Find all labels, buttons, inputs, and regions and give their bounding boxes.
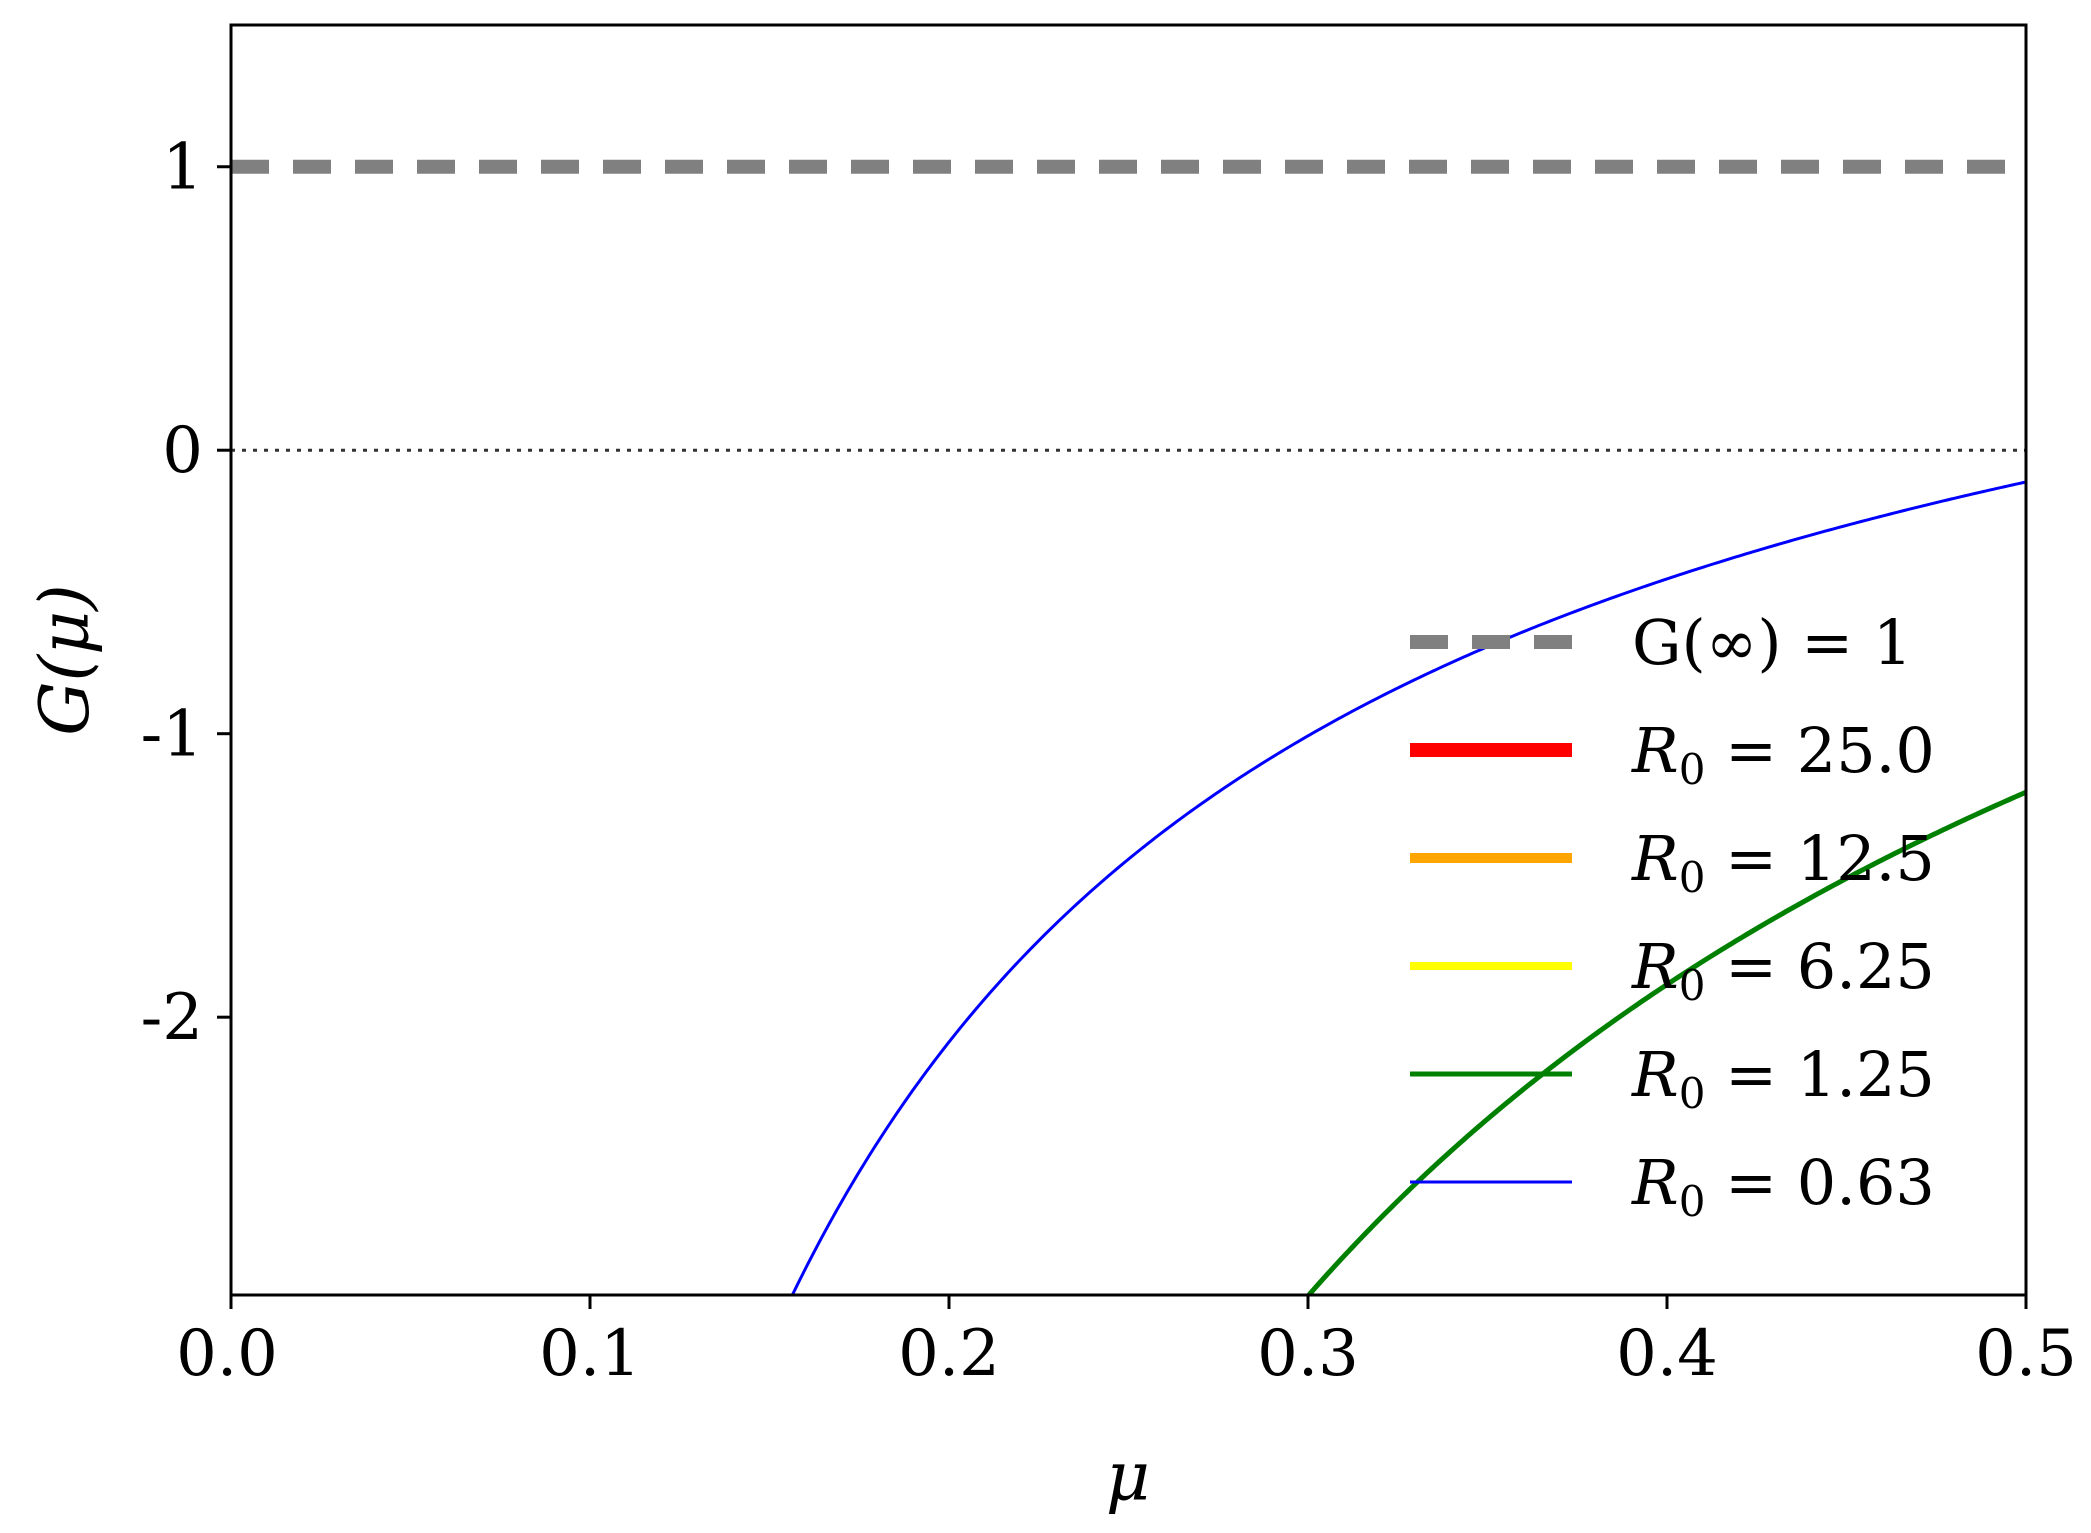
plot-frame [229,23,2028,1297]
legend-label: R0 = 6.25 [1631,930,1935,1010]
x-tick-label: 0.2 [898,1317,1000,1391]
legend-label: R0 = 12.5 [1631,822,1935,902]
y-tick-label: -2 [141,981,203,1055]
x-tick-label: 0.1 [539,1317,641,1391]
legend-label: R0 = 1.25 [1631,1038,1935,1118]
legend-label: R0 = 0.63 [1631,1146,1935,1226]
x-tick-label: 0.3 [1257,1317,1359,1391]
y-tick-label: 0 [162,414,203,488]
y-tick-label: -1 [141,698,203,772]
x-tick-label: 0.4 [1616,1317,1718,1391]
legend-label-reference: G(∞) = 1 [1632,606,1912,679]
x-tick-label: 0.0 [176,1317,278,1391]
series-line-r0-0-63 [790,480,2026,1295]
legend: G(∞) = 1 R0 = 25.0 R0 = 12.5 R0 = 6.25 R0 = … [1410,606,1935,1226]
legend-label: R0 = 25.0 [1631,714,1935,794]
y-tick-label: 1 [162,131,203,205]
series-line-r0-1-25 [1305,789,2026,1295]
x-tick-label: 0.5 [1975,1317,2077,1391]
y-axis-title: G(μ) [26,584,105,736]
x-axis-title: μ [1106,1438,1150,1517]
